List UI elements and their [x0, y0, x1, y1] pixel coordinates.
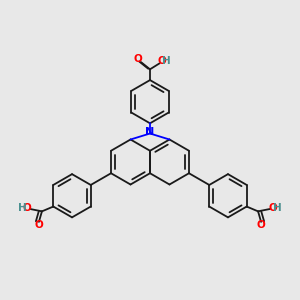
Text: O: O	[134, 54, 142, 64]
Text: O: O	[158, 56, 166, 67]
Text: H: H	[18, 203, 27, 213]
Text: O: O	[257, 220, 266, 230]
Text: N: N	[146, 127, 154, 137]
Text: H: H	[162, 56, 171, 67]
Text: O: O	[269, 203, 278, 213]
Text: O: O	[34, 220, 43, 230]
Text: O: O	[22, 203, 31, 213]
Text: H: H	[273, 203, 282, 213]
